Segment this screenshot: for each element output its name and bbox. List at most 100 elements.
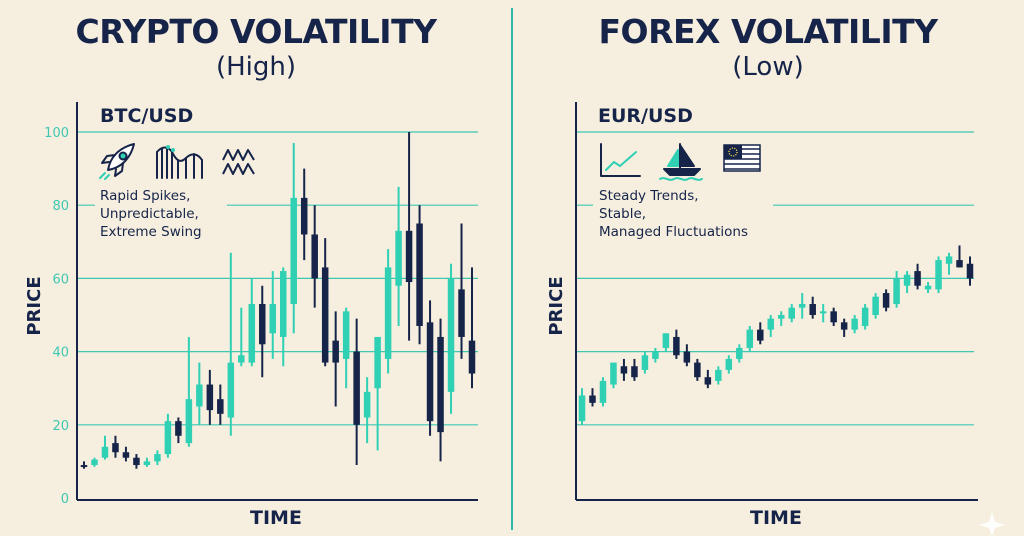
forex-candle-body [757, 329, 764, 341]
crypto-candle-13 [206, 369, 214, 425]
forex-candle-body [662, 333, 670, 348]
forex-x-axis-label: TIME [750, 507, 802, 529]
forex-candle-body [966, 263, 974, 279]
crypto-candle-body [416, 223, 423, 326]
forex-candle-38 [966, 256, 974, 286]
crypto-candle-10 [175, 417, 182, 444]
crypto-candle-4 [112, 435, 119, 458]
crypto-candle-15 [227, 252, 235, 436]
forex-candle-body [924, 285, 932, 290]
crypto-candle-7 [143, 457, 151, 467]
zigzag-icon [222, 149, 255, 175]
forex-candle-18 [757, 322, 764, 345]
forex-candle-32 [903, 271, 911, 294]
crypto-candle-29 [374, 336, 381, 451]
crypto-candle-14 [217, 384, 224, 425]
crypto-candle-body [374, 336, 381, 389]
crypto-candle-body [290, 197, 297, 305]
crypto-y-tick-40: 40 [52, 346, 69, 361]
crypto-candle-body [321, 267, 329, 363]
forex-candle-19 [767, 315, 775, 337]
forex-candle-body [851, 318, 858, 330]
forex-candle-body [683, 351, 691, 363]
crypto-desc-line-3: Extreme Swing [100, 224, 202, 240]
forex-candle-body [914, 271, 921, 286]
crypto-x-axis-label: TIME [250, 507, 302, 529]
forex-candle-25 [830, 307, 837, 326]
crypto-candle-38 [468, 267, 476, 389]
crypto-title: CRYPTO VOLATILITY [75, 12, 437, 51]
crypto-candle-body [154, 454, 161, 462]
crypto-candle-body [447, 278, 455, 392]
forex-candle-body [725, 358, 733, 370]
crypto-candle-body [363, 391, 371, 418]
crypto-candle-body [395, 230, 402, 286]
sparkle-icon [979, 512, 1005, 536]
crypto-candle-9 [164, 413, 172, 458]
crypto-candle-12 [196, 362, 203, 425]
forex-candle-body [694, 362, 701, 378]
crypto-candle-3 [101, 435, 109, 460]
crypto-candle-body [227, 362, 235, 418]
forex-candle-body [620, 366, 628, 374]
forex-candle-12 [694, 358, 701, 381]
crypto-candle-21 [290, 142, 297, 334]
crypto-candle-body [458, 289, 465, 337]
crypto-candle-body [342, 311, 350, 359]
forex-candle-body [872, 296, 879, 315]
crypto-desc-line-1: Rapid Spikes, [100, 188, 190, 204]
forex-candle-body [809, 304, 816, 315]
forex-subtitle: (Low) [732, 52, 804, 82]
forex-candle-body [830, 311, 837, 323]
sailboat-icon [659, 143, 703, 181]
forex-candle-20 [777, 311, 785, 326]
forex-desc-line-1: Steady Trends, [599, 188, 699, 204]
crypto-candle-body [133, 457, 140, 466]
crypto-candle-6 [133, 454, 140, 469]
crypto-candle-body [332, 340, 339, 363]
crypto-candle-22 [300, 168, 308, 261]
forex-candle-21 [788, 304, 795, 323]
crypto-candle-body [259, 304, 266, 345]
crypto-candle-5 [122, 446, 130, 462]
crypto-y-axis-label: PRICE [24, 276, 45, 335]
forex-candle-26 [840, 318, 848, 337]
forex-candle-22 [798, 293, 806, 319]
crypto-candle-18 [259, 285, 266, 378]
crypto-candle-8 [154, 450, 161, 466]
forex-candle-body [788, 307, 795, 319]
forex-candle-17 [746, 325, 754, 352]
forex-candle-body [652, 351, 659, 359]
crypto-candle-body [426, 322, 434, 422]
crypto-candle-body [468, 340, 476, 374]
crypto-candle-body [437, 336, 444, 433]
rocket-icon [99, 143, 135, 180]
forex-pair-label: EUR/USD [598, 105, 693, 127]
forex-candle-body [578, 395, 586, 422]
crypto-candle-34 [426, 300, 434, 436]
forex-desc-line-3: Managed Fluctuations [599, 224, 748, 240]
crypto-candle-body [405, 230, 413, 283]
forex-candle-15 [725, 355, 733, 374]
forex-candle-29 [872, 293, 879, 319]
forex-candle-body [798, 304, 806, 308]
crypto-desc-line-2: Unpredictable, [100, 206, 199, 222]
forex-candle-36 [945, 252, 953, 275]
forex-candle-5 [620, 358, 628, 381]
forex-chart: PRICE TIME EUR/USD Steady Tren [546, 102, 978, 529]
crypto-candle-body [164, 421, 172, 455]
crypto-candle-24 [321, 238, 329, 367]
crypto-candle-body [101, 446, 109, 458]
forex-candle-28 [861, 304, 869, 330]
crypto-candle-body [279, 271, 287, 337]
crypto-y-tick-0: 0 [61, 492, 69, 507]
forex-candle-body [935, 260, 942, 290]
forex-candle-10 [673, 329, 680, 359]
forex-candle-body [631, 366, 638, 378]
crypto-candle-body [206, 384, 214, 411]
forex-candle-27 [851, 315, 858, 334]
crypto-candle-body [269, 304, 277, 334]
crypto-candle-body [143, 461, 151, 466]
crypto-candles [80, 132, 476, 469]
crypto-candle-2 [91, 457, 98, 467]
